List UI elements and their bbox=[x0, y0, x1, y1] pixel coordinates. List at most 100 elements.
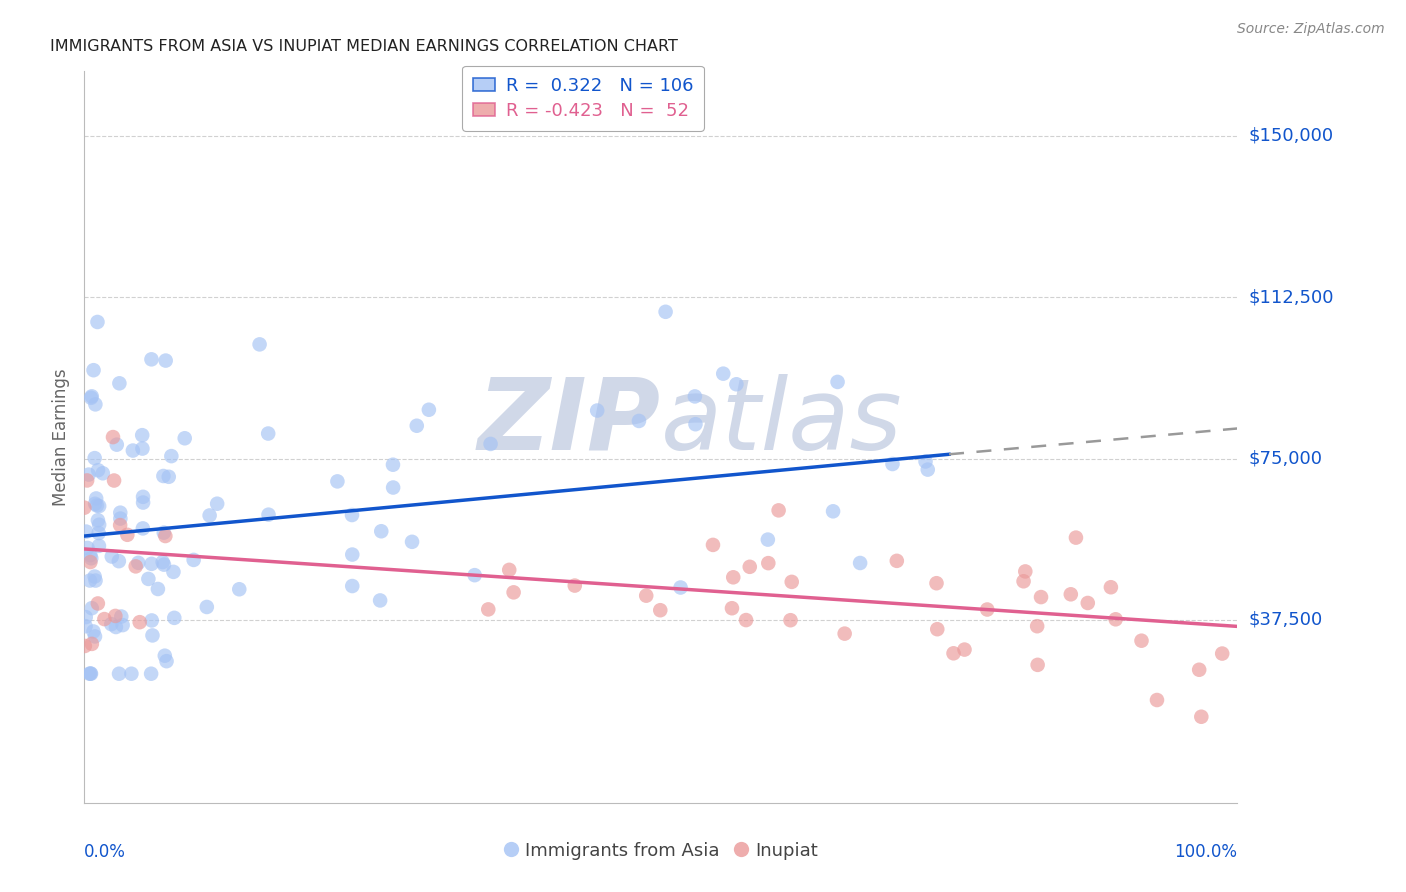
Point bbox=[1189, 710, 1212, 724]
Y-axis label: Median Earnings: Median Earnings bbox=[52, 368, 70, 506]
Point bbox=[721, 601, 744, 615]
Point bbox=[132, 490, 155, 504]
Point bbox=[110, 511, 132, 525]
Point bbox=[76, 541, 98, 555]
Point bbox=[153, 558, 176, 572]
Point bbox=[756, 556, 779, 570]
Point bbox=[86, 499, 108, 513]
Point bbox=[110, 506, 132, 520]
Point bbox=[83, 451, 105, 466]
Point bbox=[685, 417, 707, 432]
Text: $150,000: $150,000 bbox=[1249, 127, 1333, 145]
Point bbox=[834, 626, 856, 640]
Point bbox=[77, 467, 100, 482]
Point bbox=[827, 375, 849, 389]
Point bbox=[1188, 663, 1211, 677]
Legend: Immigrants from Asia, Inupiat: Immigrants from Asia, Inupiat bbox=[496, 835, 825, 867]
Point bbox=[650, 603, 672, 617]
Point bbox=[886, 554, 908, 568]
Point bbox=[83, 363, 105, 377]
Point bbox=[153, 648, 176, 663]
Point bbox=[564, 578, 586, 592]
Point bbox=[257, 508, 280, 522]
Point bbox=[925, 576, 948, 591]
Text: 100.0%: 100.0% bbox=[1174, 843, 1237, 861]
Text: ZIP: ZIP bbox=[478, 374, 661, 471]
Point bbox=[917, 462, 939, 476]
Point bbox=[779, 613, 801, 627]
Point bbox=[101, 549, 124, 564]
Point bbox=[228, 582, 250, 597]
Point bbox=[683, 389, 706, 403]
Point bbox=[152, 525, 174, 540]
Point bbox=[80, 637, 103, 651]
Point bbox=[198, 508, 221, 523]
Point bbox=[131, 442, 153, 456]
Point bbox=[79, 574, 101, 588]
Point bbox=[73, 500, 96, 515]
Point bbox=[84, 629, 107, 643]
Point bbox=[73, 639, 96, 653]
Point bbox=[132, 495, 155, 509]
Point bbox=[1146, 693, 1168, 707]
Text: 0.0%: 0.0% bbox=[84, 843, 127, 861]
Point bbox=[87, 597, 110, 611]
Point bbox=[89, 499, 111, 513]
Point bbox=[101, 430, 124, 444]
Point bbox=[86, 315, 108, 329]
Point bbox=[927, 622, 949, 636]
Point bbox=[84, 497, 107, 511]
Point bbox=[141, 614, 163, 628]
Point bbox=[479, 437, 502, 451]
Point bbox=[75, 610, 97, 624]
Point bbox=[849, 556, 872, 570]
Point bbox=[326, 475, 349, 489]
Text: Source: ZipAtlas.com: Source: ZipAtlas.com bbox=[1237, 22, 1385, 37]
Point bbox=[1029, 590, 1052, 604]
Point bbox=[953, 642, 976, 657]
Text: atlas: atlas bbox=[661, 374, 903, 471]
Point bbox=[89, 517, 111, 532]
Point bbox=[401, 534, 423, 549]
Point bbox=[155, 654, 177, 668]
Point bbox=[103, 474, 125, 488]
Point bbox=[157, 470, 180, 484]
Point bbox=[87, 539, 110, 553]
Point bbox=[79, 666, 101, 681]
Point bbox=[382, 481, 405, 495]
Point bbox=[122, 443, 145, 458]
Point bbox=[942, 646, 965, 660]
Point bbox=[1130, 633, 1153, 648]
Point bbox=[882, 457, 904, 471]
Point bbox=[105, 437, 128, 451]
Point bbox=[141, 628, 163, 642]
Point bbox=[128, 615, 150, 629]
Text: IMMIGRANTS FROM ASIA VS INUPIAT MEDIAN EARNINGS CORRELATION CHART: IMMIGRANTS FROM ASIA VS INUPIAT MEDIAN E… bbox=[49, 38, 678, 54]
Point bbox=[586, 403, 609, 417]
Point bbox=[1099, 580, 1122, 594]
Point bbox=[117, 528, 139, 542]
Point bbox=[1104, 612, 1126, 626]
Point bbox=[75, 524, 97, 539]
Point bbox=[738, 559, 761, 574]
Point bbox=[669, 581, 692, 595]
Point bbox=[138, 572, 160, 586]
Point bbox=[108, 518, 131, 533]
Point bbox=[82, 624, 104, 639]
Point bbox=[100, 617, 122, 632]
Point bbox=[160, 449, 183, 463]
Point bbox=[125, 559, 148, 574]
Point bbox=[91, 467, 114, 481]
Point bbox=[87, 526, 110, 541]
Point bbox=[141, 352, 163, 367]
Point bbox=[418, 402, 440, 417]
Point bbox=[1026, 619, 1049, 633]
Point bbox=[104, 620, 127, 634]
Point bbox=[502, 585, 524, 599]
Point bbox=[823, 504, 845, 518]
Point bbox=[405, 418, 427, 433]
Point bbox=[725, 377, 748, 392]
Point bbox=[195, 599, 218, 614]
Text: $112,500: $112,500 bbox=[1249, 288, 1334, 306]
Point bbox=[1211, 647, 1233, 661]
